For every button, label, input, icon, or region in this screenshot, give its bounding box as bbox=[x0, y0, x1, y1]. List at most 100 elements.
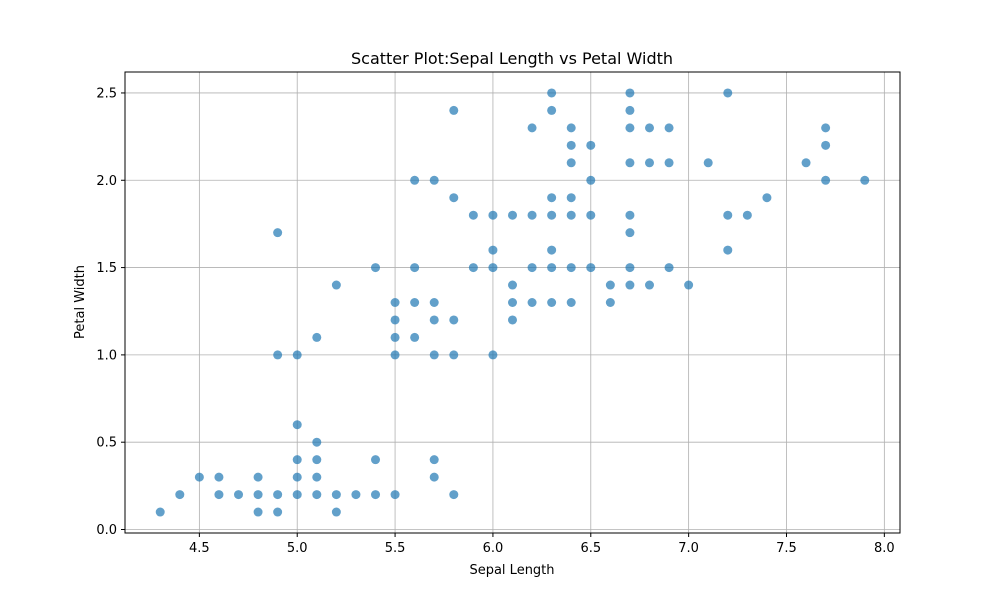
scatter-point bbox=[331, 490, 341, 500]
scatter-point bbox=[214, 472, 224, 482]
x-tick-label: 6.0 bbox=[483, 541, 504, 556]
y-tick-label: 2.5 bbox=[96, 86, 117, 101]
scatter-point bbox=[605, 280, 615, 290]
scatter-point bbox=[644, 158, 654, 168]
scatter-point bbox=[547, 193, 557, 203]
scatter-point bbox=[625, 263, 635, 273]
scatter-point bbox=[723, 210, 733, 220]
scatter-point bbox=[860, 175, 870, 185]
scatter-point bbox=[410, 332, 420, 342]
scatter-point bbox=[644, 123, 654, 133]
scatter-point bbox=[566, 210, 576, 220]
scatter-point bbox=[468, 210, 478, 220]
scatter-point bbox=[449, 105, 459, 115]
x-tick-label: 7.0 bbox=[678, 541, 699, 556]
scatter-point bbox=[723, 88, 733, 98]
scatter-point bbox=[253, 507, 263, 517]
scatter-point bbox=[292, 420, 302, 430]
scatter-point bbox=[566, 158, 576, 168]
scatter-point bbox=[742, 210, 752, 220]
scatter-point bbox=[488, 210, 498, 220]
scatter-point bbox=[194, 472, 204, 482]
scatter-point bbox=[273, 350, 283, 360]
scatter-point bbox=[566, 123, 576, 133]
scatter-point bbox=[429, 350, 439, 360]
scatter-point bbox=[508, 315, 517, 325]
y-tick-label: 1.5 bbox=[96, 261, 117, 276]
scatter-point bbox=[429, 175, 439, 185]
scatter-point bbox=[664, 158, 674, 168]
scatter-point bbox=[390, 350, 400, 360]
scatter-point bbox=[821, 140, 831, 150]
scatter-point bbox=[586, 175, 596, 185]
y-tick-label: 2.0 bbox=[96, 174, 117, 189]
scatter-point bbox=[625, 158, 635, 168]
scatter-point bbox=[214, 490, 224, 500]
scatter-point bbox=[488, 263, 498, 273]
scatter-point bbox=[762, 193, 772, 203]
scatter-point bbox=[410, 175, 420, 185]
chart-title: Scatter Plot:Sepal Length vs Petal Width bbox=[351, 49, 673, 68]
data-points bbox=[155, 88, 870, 517]
scatter-point bbox=[175, 490, 185, 500]
x-tick-label: 5.5 bbox=[385, 541, 406, 556]
scatter-point bbox=[390, 298, 400, 307]
y-tick-label: 0.0 bbox=[96, 523, 117, 538]
scatter-point bbox=[664, 123, 674, 133]
y-axis-label: Petal Width bbox=[73, 265, 88, 339]
scatter-point bbox=[547, 210, 557, 220]
scatter-point bbox=[547, 105, 557, 115]
scatter-point bbox=[508, 298, 517, 307]
scatter-point bbox=[625, 280, 635, 290]
y-tick-label: 0.5 bbox=[96, 436, 117, 451]
x-tick-label: 4.5 bbox=[189, 541, 210, 556]
scatter-point bbox=[371, 455, 381, 465]
scatter-point bbox=[390, 332, 400, 342]
scatter-point bbox=[410, 298, 420, 307]
scatter-point bbox=[723, 245, 733, 255]
scatter-point bbox=[488, 350, 498, 360]
scatter-point bbox=[625, 123, 635, 133]
scatter-point bbox=[586, 263, 596, 273]
scatter-point bbox=[625, 88, 635, 98]
scatter-point bbox=[684, 280, 694, 290]
scatter-point bbox=[449, 490, 459, 500]
scatter-point bbox=[664, 263, 674, 273]
x-tick-label: 8.0 bbox=[874, 541, 895, 556]
scatter-point bbox=[625, 228, 635, 238]
scatter-point bbox=[527, 263, 537, 273]
scatter-point bbox=[312, 332, 322, 342]
scatter-point bbox=[449, 315, 459, 325]
x-tick-label: 7.5 bbox=[776, 541, 797, 556]
scatter-point bbox=[566, 263, 576, 273]
scatter-point bbox=[801, 158, 811, 168]
scatter-point bbox=[429, 315, 439, 325]
axis-ticks: 4.5 5.0 5.5 6.0 6.5 7.0 7.5 8.0 0.0 0.5 1.0 1.5 2.0 2… bbox=[96, 86, 894, 556]
scatter-point bbox=[273, 507, 283, 517]
scatter-point bbox=[312, 437, 322, 447]
scatter-point bbox=[273, 490, 283, 500]
scatter-point bbox=[234, 490, 244, 500]
scatter-point bbox=[625, 210, 635, 220]
scatter-point bbox=[644, 280, 654, 290]
y-tick-label: 1.0 bbox=[96, 348, 117, 363]
scatter-point bbox=[253, 472, 263, 482]
scatter-point bbox=[566, 193, 576, 203]
scatter-point bbox=[292, 490, 302, 500]
scatter-point bbox=[821, 123, 831, 133]
scatter-point bbox=[292, 455, 302, 465]
scatter-point bbox=[390, 315, 400, 325]
scatter-point bbox=[547, 298, 557, 307]
scatter-point bbox=[312, 455, 322, 465]
scatter-point bbox=[625, 105, 635, 115]
plot-area-frame bbox=[124, 71, 901, 534]
scatter-point bbox=[331, 280, 341, 290]
scatter-point bbox=[566, 298, 576, 307]
scatter-point bbox=[586, 140, 596, 150]
scatter-point bbox=[410, 263, 420, 273]
scatter-point bbox=[273, 228, 283, 238]
scatter-point bbox=[429, 472, 439, 482]
scatter-point bbox=[527, 123, 537, 133]
